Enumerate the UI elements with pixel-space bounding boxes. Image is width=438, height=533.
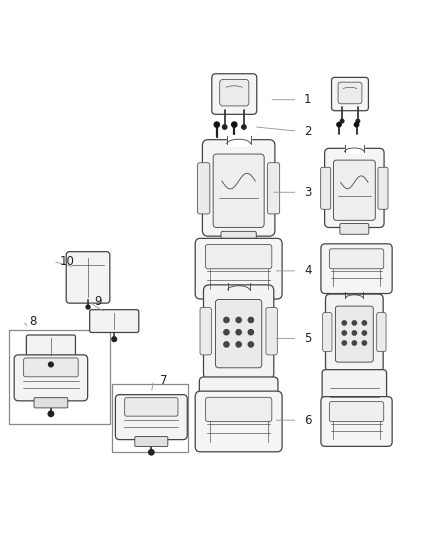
FancyBboxPatch shape (90, 310, 139, 333)
Circle shape (352, 341, 357, 345)
FancyBboxPatch shape (378, 167, 388, 209)
FancyBboxPatch shape (266, 308, 277, 355)
Circle shape (148, 450, 154, 455)
Circle shape (224, 342, 229, 347)
FancyBboxPatch shape (199, 377, 278, 430)
FancyBboxPatch shape (212, 74, 257, 115)
Text: 5: 5 (304, 332, 311, 345)
Circle shape (232, 122, 237, 127)
FancyBboxPatch shape (24, 358, 78, 377)
FancyBboxPatch shape (321, 244, 392, 294)
FancyBboxPatch shape (66, 252, 110, 303)
Circle shape (48, 411, 54, 417)
Circle shape (49, 362, 53, 367)
FancyBboxPatch shape (204, 285, 274, 379)
Circle shape (362, 341, 367, 345)
FancyBboxPatch shape (135, 437, 168, 447)
Text: 6: 6 (304, 414, 312, 427)
FancyBboxPatch shape (125, 398, 178, 416)
FancyBboxPatch shape (323, 313, 332, 352)
Circle shape (337, 123, 341, 127)
FancyBboxPatch shape (321, 397, 392, 446)
FancyBboxPatch shape (205, 245, 272, 269)
Circle shape (352, 331, 357, 335)
FancyBboxPatch shape (377, 313, 386, 352)
Bar (112, 384, 188, 452)
FancyBboxPatch shape (333, 160, 375, 220)
Circle shape (112, 337, 117, 342)
Circle shape (340, 119, 344, 123)
FancyBboxPatch shape (221, 231, 256, 245)
Bar (10, 330, 110, 424)
FancyBboxPatch shape (198, 163, 210, 214)
FancyBboxPatch shape (329, 249, 384, 269)
FancyBboxPatch shape (325, 294, 383, 372)
Bar (345, 144, 364, 154)
Text: 9: 9 (95, 295, 102, 308)
FancyBboxPatch shape (268, 163, 280, 214)
FancyBboxPatch shape (340, 223, 369, 235)
Circle shape (224, 329, 229, 335)
Circle shape (214, 122, 219, 127)
FancyBboxPatch shape (338, 82, 362, 104)
Circle shape (362, 331, 367, 335)
Circle shape (236, 329, 241, 335)
FancyBboxPatch shape (213, 154, 264, 228)
FancyBboxPatch shape (200, 308, 212, 355)
Circle shape (342, 341, 346, 345)
Circle shape (223, 125, 227, 129)
Circle shape (224, 317, 229, 322)
Circle shape (236, 342, 241, 347)
FancyBboxPatch shape (215, 300, 262, 368)
FancyBboxPatch shape (322, 370, 387, 413)
Circle shape (356, 119, 360, 123)
Text: 8: 8 (29, 314, 36, 328)
Circle shape (362, 321, 367, 325)
Circle shape (236, 317, 241, 322)
FancyBboxPatch shape (325, 148, 384, 228)
FancyBboxPatch shape (115, 394, 187, 440)
Circle shape (352, 321, 357, 325)
Circle shape (342, 331, 346, 335)
Text: 1: 1 (304, 93, 312, 106)
FancyBboxPatch shape (195, 238, 282, 299)
FancyBboxPatch shape (329, 402, 384, 422)
FancyBboxPatch shape (205, 397, 272, 422)
FancyBboxPatch shape (14, 355, 88, 401)
Circle shape (248, 317, 254, 322)
FancyBboxPatch shape (336, 306, 373, 362)
FancyBboxPatch shape (195, 391, 282, 452)
FancyBboxPatch shape (202, 140, 275, 236)
Circle shape (86, 305, 90, 309)
Text: 3: 3 (304, 186, 311, 199)
Text: 4: 4 (304, 264, 312, 277)
Circle shape (248, 342, 254, 347)
FancyBboxPatch shape (332, 77, 368, 111)
Circle shape (248, 329, 254, 335)
Circle shape (242, 125, 246, 129)
Text: 10: 10 (60, 255, 74, 268)
FancyBboxPatch shape (321, 167, 331, 209)
FancyBboxPatch shape (34, 398, 68, 408)
FancyBboxPatch shape (220, 79, 249, 106)
Bar (226, 135, 251, 146)
Text: 2: 2 (304, 125, 312, 138)
Circle shape (342, 321, 346, 325)
FancyBboxPatch shape (26, 335, 75, 358)
Text: 7: 7 (160, 374, 168, 386)
Circle shape (354, 123, 359, 127)
